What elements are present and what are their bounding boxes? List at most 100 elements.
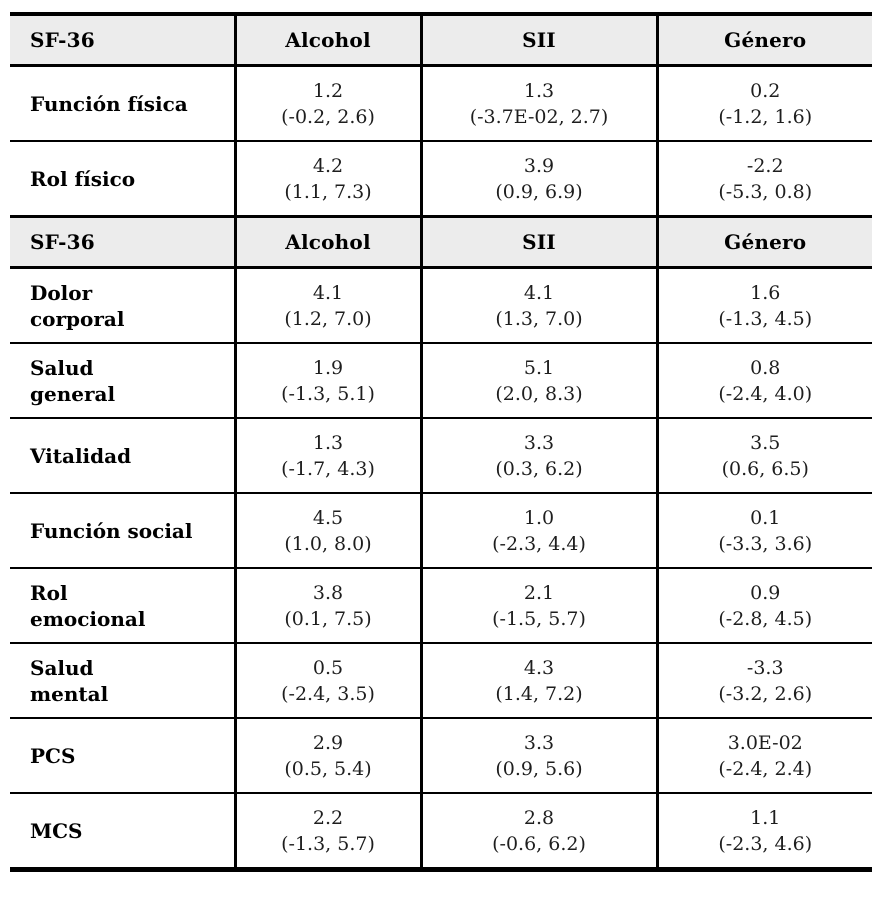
- table-row-vitalidad: Vitalidad 1.3 (-1.7, 4.3) 3.3 (0.3, 6.2)…: [10, 417, 872, 494]
- column-header-alcohol: Alcohol: [233, 215, 421, 269]
- cell-ci: (-2.4, 4.0): [718, 382, 813, 405]
- cell-ci: (-1.3, 5.1): [281, 382, 375, 405]
- table-row-funcion-fisica: Función física 1.2 (-0.2, 2.6) 1.3 (-3.7…: [10, 64, 872, 142]
- header-row-1: SF-36 Alcohol SII Género: [10, 12, 872, 67]
- cell-alcohol: 1.3 (-1.7, 4.3): [233, 417, 421, 494]
- cell-ci: (-3.7E-02, 2.7): [469, 105, 609, 128]
- cell-ci: (-2.8, 4.5): [718, 607, 813, 630]
- cell-ci: (-0.2, 2.6): [281, 105, 375, 128]
- cell-ci: (-0.6, 6.2): [492, 832, 586, 855]
- row-label-cell: Función social: [10, 492, 235, 569]
- cell-alcohol: 2.9 (0.5, 5.4): [233, 717, 421, 794]
- row-label-line2: general: [30, 381, 116, 406]
- cell-genero: 3.5 (0.6, 6.5): [655, 417, 872, 494]
- column-header-sii: SII: [419, 12, 657, 67]
- cell-sii: 4.3 (1.4, 7.2): [419, 642, 657, 719]
- cell-value: 1.6: [750, 281, 781, 304]
- cell-value: 4.1: [523, 281, 555, 304]
- cell-value: 4.3: [523, 656, 555, 679]
- cell-value: 1.0: [523, 506, 555, 529]
- cell-value: -3.3: [746, 656, 784, 679]
- cell-genero: 1.1 (-2.3, 4.6): [655, 792, 872, 871]
- cell-value: 5.1: [523, 356, 555, 379]
- cell-ci: (-2.4, 3.5): [281, 682, 375, 705]
- row-label-line2: emocional: [30, 606, 146, 631]
- table-row-mcs: MCS 2.2 (-1.3, 5.7) 2.8 (-0.6, 6.2) 1.1 …: [10, 792, 872, 871]
- cell-value: 4.5: [312, 506, 344, 529]
- cell-sii: 3.3 (0.9, 5.6): [419, 717, 657, 794]
- cell-alcohol: 4.2 (1.1, 7.3): [233, 140, 421, 218]
- cell-ci: (0.3, 6.2): [495, 457, 583, 480]
- cell-value: 4.1: [312, 281, 344, 304]
- cell-sii: 2.1 (-1.5, 5.7): [419, 567, 657, 644]
- column-header-sf36: SF-36: [10, 12, 235, 67]
- table-row-salud-general: Salud general 1.9 (-1.3, 5.1) 5.1 (2.0, …: [10, 342, 872, 419]
- cell-value: 1.1: [750, 806, 781, 829]
- cell-ci: (-2.3, 4.4): [492, 532, 586, 555]
- table-row-rol-fisico: Rol físico 4.2 (1.1, 7.3) 3.9 (0.9, 6.9)…: [10, 140, 872, 218]
- row-label-line1: MCS: [30, 818, 83, 843]
- row-label-line1: Rol: [30, 580, 68, 605]
- cell-ci: (-1.5, 5.7): [492, 607, 586, 630]
- cell-genero: 0.2 (-1.2, 1.6): [655, 64, 872, 142]
- cell-alcohol: 3.8 (0.1, 7.5): [233, 567, 421, 644]
- row-label-line1: PCS: [30, 743, 76, 768]
- cell-ci: (1.1, 7.3): [284, 180, 372, 203]
- table-row-funcion-social: Función social 4.5 (1.0, 8.0) 1.0 (-2.3,…: [10, 492, 872, 569]
- cell-value: 0.8: [750, 356, 781, 379]
- cell-genero: -3.3 (-3.2, 2.6): [655, 642, 872, 719]
- cell-ci: (-1.3, 5.7): [281, 832, 375, 855]
- table-row-dolor-corporal: Dolor corporal 4.1 (1.2, 7.0) 4.1 (1.3, …: [10, 266, 872, 344]
- cell-sii: 3.9 (0.9, 6.9): [419, 140, 657, 218]
- cell-sii: 1.3 (-3.7E-02, 2.7): [419, 64, 657, 142]
- cell-value: 3.9: [523, 154, 555, 177]
- row-label-cell: MCS: [10, 792, 235, 871]
- cell-ci: (0.9, 5.6): [495, 757, 583, 780]
- column-header-sii: SII: [419, 215, 657, 269]
- cell-ci: (-1.3, 4.5): [718, 307, 813, 330]
- cell-alcohol: 4.5 (1.0, 8.0): [233, 492, 421, 569]
- cell-ci: (1.3, 7.0): [495, 307, 583, 330]
- cell-ci: (-3.3, 3.6): [718, 532, 813, 555]
- row-label-cell: Dolor corporal: [10, 266, 235, 344]
- cell-genero: 0.9 (-2.8, 4.5): [655, 567, 872, 644]
- cell-alcohol: 1.9 (-1.3, 5.1): [233, 342, 421, 419]
- cell-ci: (1.0, 8.0): [284, 532, 372, 555]
- cell-alcohol: 0.5 (-2.4, 3.5): [233, 642, 421, 719]
- cell-sii: 3.3 (0.3, 6.2): [419, 417, 657, 494]
- sf36-results-table: SF-36 Alcohol SII Género Función física …: [10, 12, 872, 872]
- cell-alcohol: 1.2 (-0.2, 2.6): [233, 64, 421, 142]
- cell-value: 2.8: [523, 806, 555, 829]
- row-label-cell: Salud general: [10, 342, 235, 419]
- cell-alcohol: 4.1 (1.2, 7.0): [233, 266, 421, 344]
- cell-value: 0.5: [312, 656, 344, 679]
- cell-genero: -2.2 (-5.3, 0.8): [655, 140, 872, 218]
- table-row-rol-emocional: Rol emocional 3.8 (0.1, 7.5) 2.1 (-1.5, …: [10, 567, 872, 644]
- column-header-sf36: SF-36: [10, 215, 235, 269]
- cell-genero: 0.8 (-2.4, 4.0): [655, 342, 872, 419]
- cell-ci: (-2.4, 2.4): [718, 757, 813, 780]
- row-label-cell: Rol físico: [10, 140, 235, 218]
- cell-value: 3.3: [523, 431, 555, 454]
- cell-value: 1.2: [312, 79, 344, 102]
- row-label-cell: Rol emocional: [10, 567, 235, 644]
- cell-value: 2.9: [312, 731, 344, 754]
- cell-ci: (-1.7, 4.3): [281, 457, 375, 480]
- row-label-cell: Función física: [10, 64, 235, 142]
- cell-ci: (1.2, 7.0): [284, 307, 372, 330]
- cell-ci: (-1.2, 1.6): [718, 105, 813, 128]
- table-row-pcs: PCS 2.9 (0.5, 5.4) 3.3 (0.9, 5.6) 3.0E-0…: [10, 717, 872, 794]
- cell-ci: (-2.3, 4.6): [718, 832, 813, 855]
- cell-ci: (0.1, 7.5): [284, 607, 372, 630]
- row-label-line1: Función física: [30, 91, 188, 116]
- header-row-2: SF-36 Alcohol SII Género: [10, 215, 872, 269]
- cell-value: 1.3: [523, 79, 555, 102]
- cell-value: 3.8: [312, 581, 344, 604]
- cell-value: 3.3: [523, 731, 555, 754]
- cell-ci: (-5.3, 0.8): [718, 180, 813, 203]
- cell-value: 0.9: [750, 581, 781, 604]
- cell-ci: (2.0, 8.3): [495, 382, 583, 405]
- table-row-salud-mental: Salud mental 0.5 (-2.4, 3.5) 4.3 (1.4, 7…: [10, 642, 872, 719]
- cell-value: 2.1: [523, 581, 555, 604]
- cell-ci: (0.6, 6.5): [721, 457, 809, 480]
